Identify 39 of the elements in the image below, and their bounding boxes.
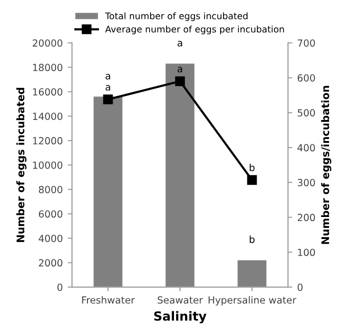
annotation: a: [178, 66, 182, 72]
legend-label: Average number of eggs per incubation: [105, 26, 284, 34]
point: [103, 94, 113, 104]
y2-tick-label: 400: [298, 144, 315, 152]
y-tick-label: 20000: [32, 39, 62, 47]
annotation: b: [250, 164, 255, 172]
y-tick-label: 8000: [38, 186, 62, 194]
y-tick-label: 6000: [38, 210, 62, 218]
y-tick-label: 2000: [38, 259, 62, 267]
x-axis-title: Salinity: [154, 311, 206, 324]
y2-tick-label: 500: [298, 109, 315, 117]
annotation: b: [250, 236, 255, 244]
y2-tick-label: 300: [298, 178, 315, 186]
y-tick-label: 0: [57, 284, 62, 291]
bar: [94, 96, 122, 288]
annotation: a: [106, 74, 110, 80]
y-tick-label: 4000: [38, 234, 62, 242]
y2-tick-label: 600: [298, 74, 315, 82]
y2-axis-title: Number of eggs/incubation: [321, 86, 332, 244]
point: [247, 175, 257, 185]
y-tick-label: 18000: [33, 64, 62, 72]
x-tick-label: Seawater: [158, 296, 203, 304]
y-tick-label: 16000: [33, 88, 62, 96]
x-tick-label: Freshwater: [82, 296, 135, 304]
y2-tick-label: 200: [298, 214, 315, 222]
y-tick-label: 12000: [33, 137, 62, 144]
y-tick-label: 14000: [33, 112, 62, 120]
legend-label: Total number of eggs incubated: [105, 12, 248, 22]
point: [175, 76, 185, 86]
y-tick-label: 10000: [33, 161, 62, 169]
annotation: a: [106, 85, 110, 91]
annotation: a: [178, 40, 182, 46]
x-tick-label: Hypersaline water: [208, 296, 296, 306]
bar: [166, 64, 194, 288]
y2-tick-label: 0: [298, 284, 303, 291]
y-axis-title: Number of eggs incubated: [16, 88, 26, 242]
bar: [238, 260, 266, 288]
y2-tick-label: 100: [298, 248, 315, 256]
y2-tick-label: 700: [298, 39, 315, 47]
